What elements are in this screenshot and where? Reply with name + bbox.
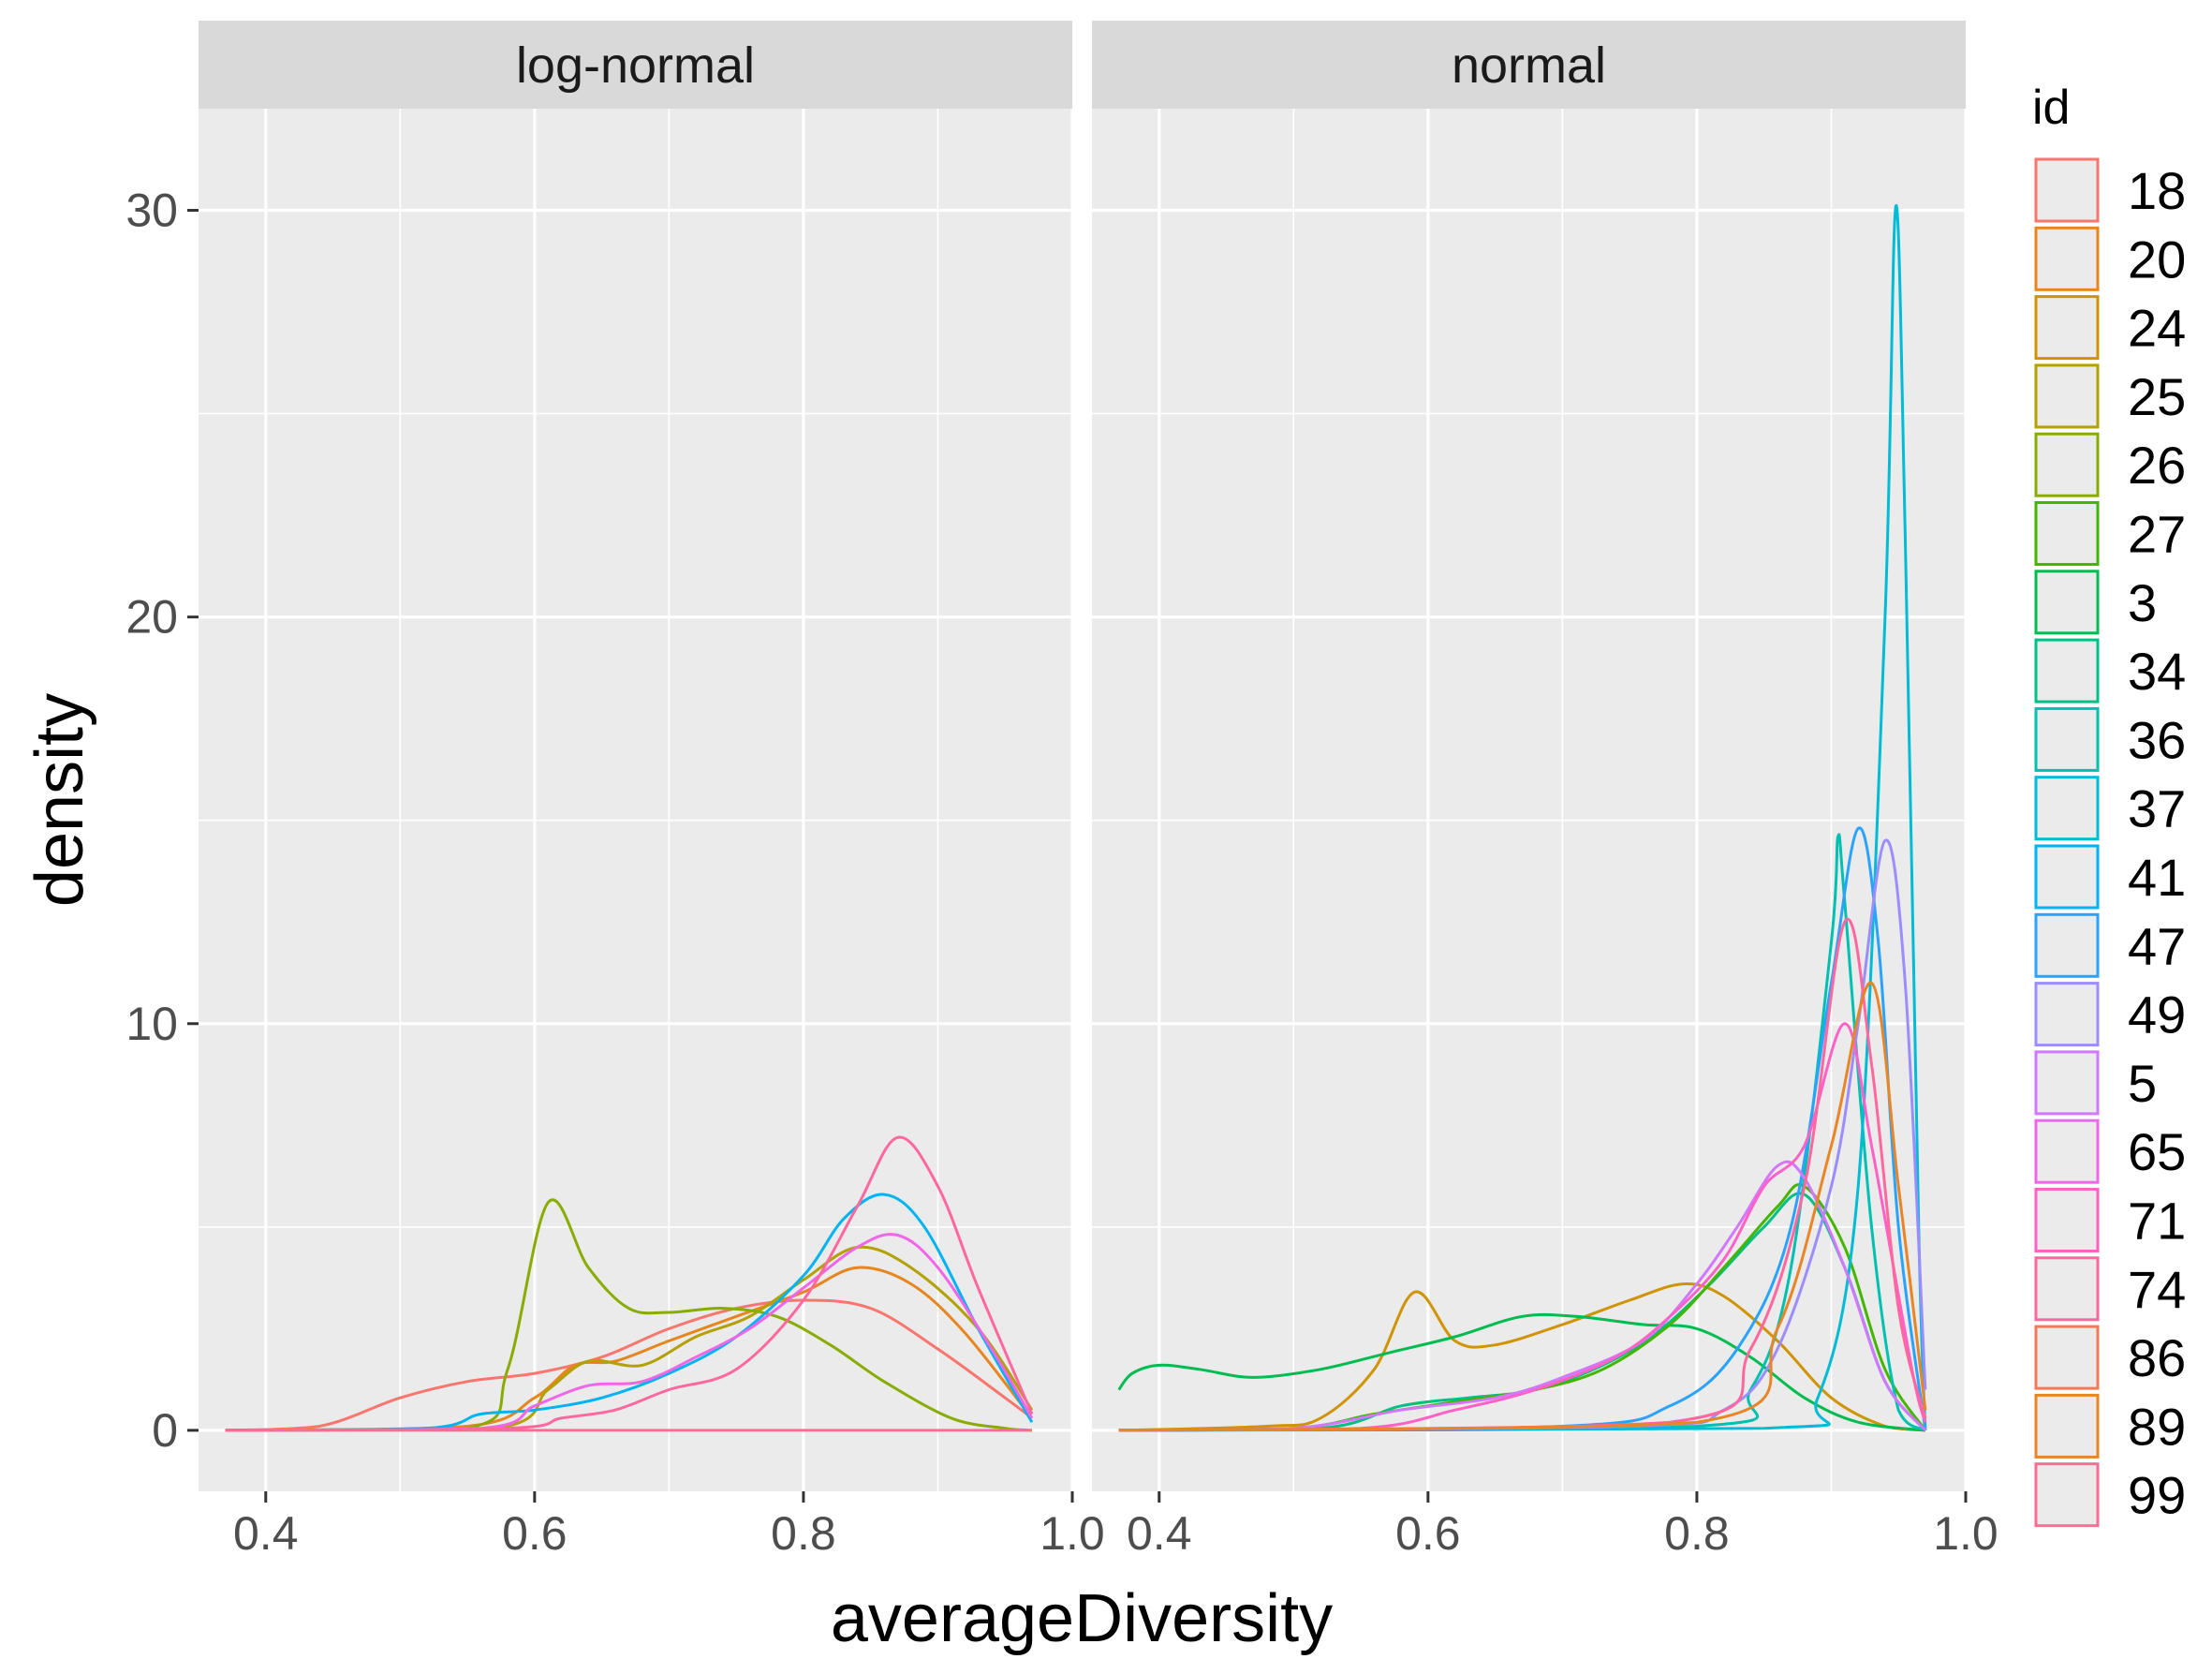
legend-label: 86 xyxy=(2128,1328,2186,1387)
y-tick-label: 0 xyxy=(152,1404,178,1457)
legend-key xyxy=(2034,1462,2100,1528)
x-tick-label: 0.6 xyxy=(502,1507,568,1560)
legend-label: 65 xyxy=(2128,1122,2186,1181)
legend-label: 5 xyxy=(2128,1054,2157,1113)
density-line xyxy=(1118,1160,1927,1432)
density-line xyxy=(1118,981,1927,1432)
strip-label-log-normal: log-normal xyxy=(516,37,755,94)
legend-key xyxy=(2034,1188,2100,1252)
legend-key xyxy=(2034,226,2100,291)
density-line xyxy=(225,1233,1034,1432)
gridlines-right xyxy=(1092,109,1968,1491)
density-line xyxy=(1118,203,1927,1432)
legend-key xyxy=(2034,1393,2100,1459)
panel-background-left xyxy=(199,109,1072,1491)
legend-label: 25 xyxy=(2128,367,2186,426)
legend-key xyxy=(2034,844,2100,910)
density-line xyxy=(225,1135,1034,1432)
legend-key xyxy=(2034,912,2100,978)
legend-title: id xyxy=(2032,81,2070,135)
legend-label: 27 xyxy=(2128,505,2186,564)
legend-label: 41 xyxy=(2128,848,2186,907)
y-axis: 0 10 20 30 xyxy=(125,185,199,1457)
legend-key xyxy=(2034,1118,2100,1184)
density-lines-normal xyxy=(1117,203,1927,1432)
legend-label: 3 xyxy=(2128,573,2157,632)
x-tick-label: 0.6 xyxy=(1395,1507,1461,1560)
legend-label: 99 xyxy=(2128,1466,2186,1525)
legend-key xyxy=(2034,776,2100,841)
legend-key xyxy=(2034,363,2100,429)
legend-key xyxy=(2034,1325,2100,1390)
x-tick-label: 1.0 xyxy=(1933,1507,1998,1560)
density-lines-log-normal xyxy=(225,1135,1034,1432)
legend-label: 24 xyxy=(2128,299,2186,358)
y-tick-label: 20 xyxy=(125,591,178,644)
strip-label-normal: normal xyxy=(1452,37,1606,94)
panel-log-normal: log-normal xyxy=(199,21,1074,1491)
x-axis-title: averageDiversity xyxy=(831,1581,1333,1656)
legend-label: 89 xyxy=(2128,1397,2186,1456)
strip-background-left xyxy=(199,21,1072,109)
legend-key xyxy=(2034,570,2100,635)
legend-key xyxy=(2034,638,2100,704)
x-tick-label: 0.4 xyxy=(1127,1507,1192,1560)
x-tick-label: 0.8 xyxy=(1664,1507,1730,1560)
legend-key xyxy=(2034,1256,2100,1322)
legend-key xyxy=(2034,432,2100,497)
strip-background-right xyxy=(1092,21,1966,109)
legend-key xyxy=(2034,157,2100,223)
legend-label: 49 xyxy=(2128,985,2186,1044)
legend-key xyxy=(2034,1050,2100,1116)
density-line xyxy=(225,1198,1033,1432)
density-line xyxy=(1118,1282,1926,1432)
x-tick-label: 1.0 xyxy=(1040,1507,1105,1560)
density-line xyxy=(225,1245,1034,1432)
density-line xyxy=(225,1298,1033,1432)
y-axis-title: density xyxy=(22,693,97,907)
x-axis-left: 0.4 0.6 0.8 1.0 xyxy=(233,1491,1105,1560)
legend-label: 34 xyxy=(2128,642,2186,701)
y-tick-label: 30 xyxy=(125,185,178,237)
legend-key xyxy=(2034,982,2100,1047)
x-tick-label: 0.4 xyxy=(233,1507,299,1560)
legend-label: 74 xyxy=(2128,1260,2186,1319)
legend-key xyxy=(2034,501,2100,566)
y-tick-label: 10 xyxy=(125,998,178,1050)
legend-label: 47 xyxy=(2128,916,2186,975)
legend: id 18 20 24 25 26 27 3 34 36 37 41 47 49 5 65 71 74 86 89 9… xyxy=(2032,81,2186,1528)
legend-label: 26 xyxy=(2128,436,2186,495)
legend-key xyxy=(2034,706,2100,772)
x-axis-right: 0.4 0.6 0.8 1.0 xyxy=(1127,1491,1998,1560)
legend-key xyxy=(2034,295,2100,361)
density-line xyxy=(1118,833,1926,1432)
panel-normal: normal xyxy=(1092,21,1968,1491)
legend-label: 71 xyxy=(2128,1192,2186,1251)
panel-background-right xyxy=(1092,109,1966,1491)
legend-label: 37 xyxy=(2128,779,2186,838)
legend-label: 20 xyxy=(2128,230,2186,289)
x-tick-label: 0.8 xyxy=(771,1507,836,1560)
density-line xyxy=(1117,1312,1926,1432)
legend-label: 18 xyxy=(2128,161,2186,220)
legend-label: 36 xyxy=(2128,710,2186,769)
density-line xyxy=(1118,1022,1927,1432)
